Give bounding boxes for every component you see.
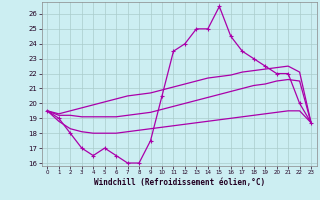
X-axis label: Windchill (Refroidissement éolien,°C): Windchill (Refroidissement éolien,°C) (94, 178, 265, 187)
